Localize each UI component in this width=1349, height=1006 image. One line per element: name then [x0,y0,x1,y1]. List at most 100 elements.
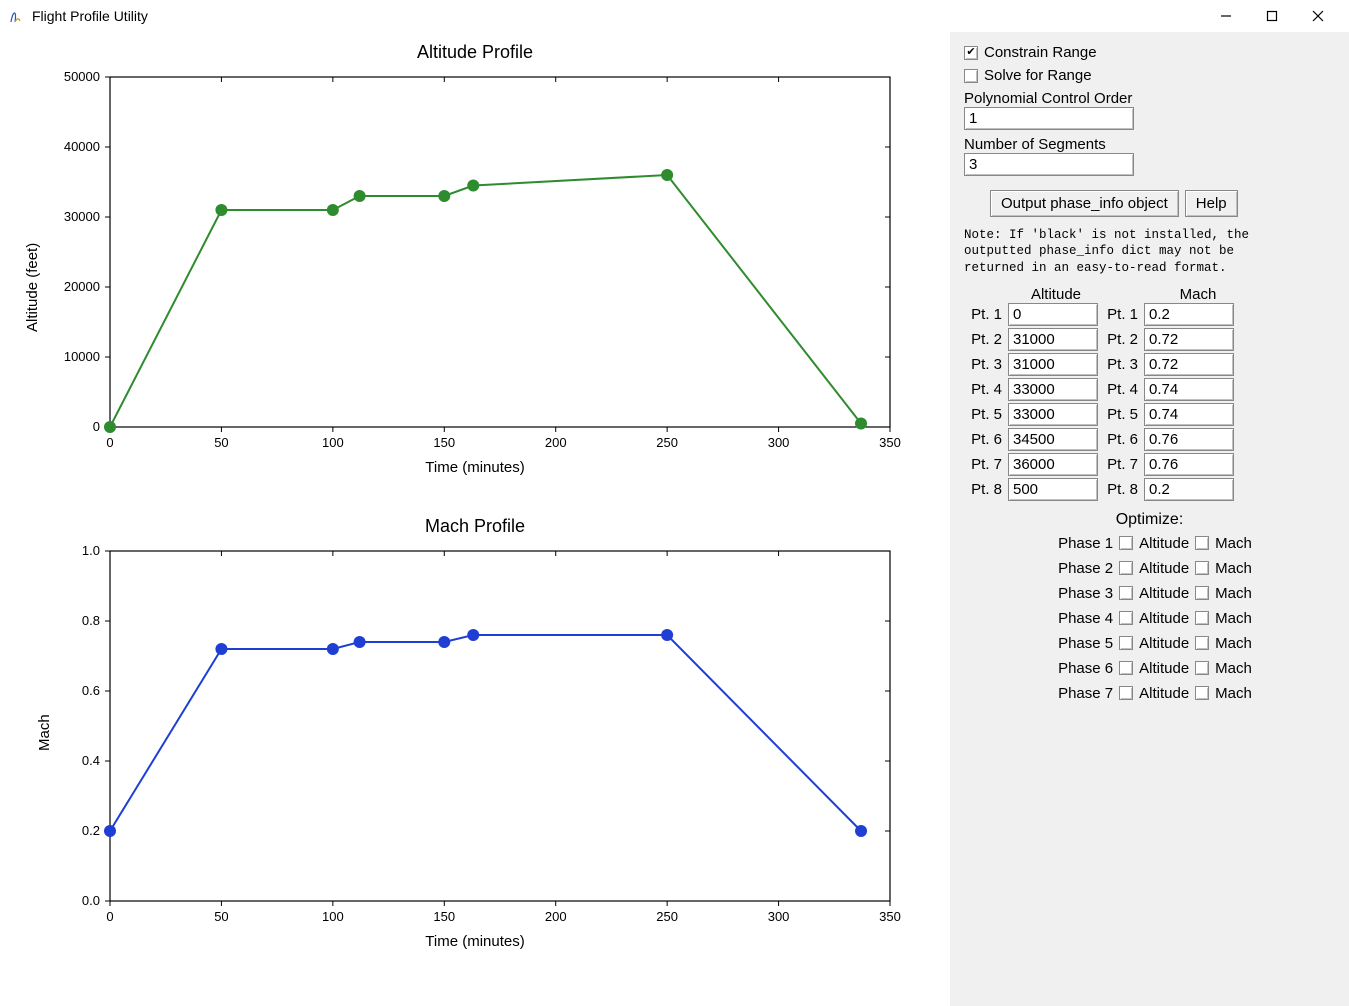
phase-mach-checkbox[interactable] [1195,561,1209,575]
svg-text:50000: 50000 [64,69,100,84]
svg-text:200: 200 [545,435,567,450]
phase-altitude-checkbox[interactable] [1119,536,1133,550]
point-label: Pt. 1 [1100,306,1142,323]
maximize-button[interactable] [1249,0,1295,32]
optimize-table: Phase 1AltitudeMachPhase 2AltitudeMachPh… [964,535,1335,702]
altitude-input[interactable]: 500 [1008,478,1098,501]
mach-input[interactable]: 0.74 [1144,378,1234,401]
phase-altitude-label: Altitude [1139,610,1189,627]
phase-altitude-checkbox[interactable] [1119,561,1133,575]
phase-mach-checkbox[interactable] [1195,686,1209,700]
num-segments-label: Number of Segments [964,136,1335,153]
table-row: Pt. 331000Pt. 30.72 [964,353,1335,376]
phase-label: Phase 3 [1047,585,1113,602]
svg-text:100: 100 [322,909,344,924]
altitude-column-header: Altitude [1006,286,1106,303]
svg-text:50: 50 [214,435,228,450]
svg-text:250: 250 [656,435,678,450]
phase-mach-label: Mach [1215,635,1252,652]
table-row: Pt. 433000Pt. 40.74 [964,378,1335,401]
point-label: Pt. 7 [964,456,1006,473]
phase-label: Phase 4 [1047,610,1113,627]
svg-text:350: 350 [879,435,901,450]
altitude-input[interactable]: 33000 [1008,378,1098,401]
plot-area: Altitude Profile Altitude (feet) 0501001… [0,32,950,1006]
point-label: Pt. 4 [964,381,1006,398]
mach-input[interactable]: 0.72 [1144,353,1234,376]
altitude-input[interactable]: 33000 [1008,403,1098,426]
altitude-input[interactable]: 0 [1008,303,1098,326]
svg-text:0: 0 [106,909,113,924]
phase-altitude-checkbox[interactable] [1119,586,1133,600]
phase-altitude-label: Altitude [1139,635,1189,652]
phase-row: Phase 7AltitudeMach [964,685,1335,702]
poly-order-input[interactable]: 1 [964,107,1134,130]
phase-row: Phase 6AltitudeMach [964,660,1335,677]
point-label: Pt. 8 [1100,481,1142,498]
altitude-input[interactable]: 31000 [1008,328,1098,351]
phase-altitude-checkbox[interactable] [1119,611,1133,625]
mach-input[interactable]: 0.72 [1144,328,1234,351]
phase-row: Phase 2AltitudeMach [964,560,1335,577]
app-icon [8,8,24,24]
svg-text:300: 300 [768,909,790,924]
table-row: Pt. 533000Pt. 50.74 [964,403,1335,426]
mach-input[interactable]: 0.76 [1144,428,1234,451]
phase-label: Phase 7 [1047,685,1113,702]
point-label: Pt. 6 [964,431,1006,448]
phase-altitude-checkbox[interactable] [1119,636,1133,650]
phase-mach-checkbox[interactable] [1195,536,1209,550]
altitude-input[interactable]: 36000 [1008,453,1098,476]
phase-mach-checkbox[interactable] [1195,661,1209,675]
close-button[interactable] [1295,0,1341,32]
phase-mach-label: Mach [1215,685,1252,702]
mach-input[interactable]: 0.2 [1144,478,1234,501]
altitude-plot[interactable]: Altitude Profile Altitude (feet) 0501001… [20,42,930,476]
phase-mach-label: Mach [1215,560,1252,577]
altitude-chart-title: Altitude Profile [20,42,930,63]
svg-text:0.2: 0.2 [82,823,100,838]
mach-input[interactable]: 0.76 [1144,453,1234,476]
point-label: Pt. 6 [1100,431,1142,448]
altitude-input[interactable]: 34500 [1008,428,1098,451]
note-text: Note: If 'black' is not installed, the o… [964,227,1335,276]
mach-ylabel: Mach [36,714,53,751]
altitude-chart-svg[interactable]: 0501001502002503003500100002000030000400… [20,67,920,457]
mach-chart-svg[interactable]: 0501001502002503003500.00.20.40.60.81.0 [20,541,920,931]
minimize-button[interactable] [1203,0,1249,32]
point-label: Pt. 5 [1100,406,1142,423]
phase-label: Phase 5 [1047,635,1113,652]
point-label: Pt. 1 [964,306,1006,323]
table-row: Pt. 8500Pt. 80.2 [964,478,1335,501]
constrain-range-checkbox[interactable]: ✔ [964,46,978,60]
point-label: Pt. 7 [1100,456,1142,473]
phase-mach-checkbox[interactable] [1195,586,1209,600]
phase-row: Phase 4 Altitude Mach [964,610,1335,627]
point-label: Pt. 8 [964,481,1006,498]
mach-input[interactable]: 0.2 [1144,303,1234,326]
phase-mach-checkbox[interactable] [1195,636,1209,650]
svg-text:150: 150 [433,435,455,450]
phase-label: Phase 6 [1047,660,1113,677]
phase-mach-label: Mach [1215,610,1252,627]
phase-mach-checkbox[interactable] [1195,611,1209,625]
window-title: Flight Profile Utility [32,8,148,24]
svg-text:300: 300 [768,435,790,450]
solve-for-range-checkbox[interactable] [964,69,978,83]
phase-mach-label: Mach [1215,535,1252,552]
svg-text:10000: 10000 [64,349,100,364]
altitude-input[interactable]: 31000 [1008,353,1098,376]
help-button[interactable]: Help [1185,190,1238,217]
mach-input[interactable]: 0.74 [1144,403,1234,426]
titlebar: Flight Profile Utility [0,0,1349,32]
svg-text:350: 350 [879,909,901,924]
output-phase-info-button[interactable]: Output phase_info object [990,190,1179,217]
phase-altitude-checkbox[interactable] [1119,661,1133,675]
phase-altitude-label: Altitude [1139,535,1189,552]
num-segments-input[interactable]: 3 [964,153,1134,176]
poly-order-label: Polynomial Control Order [964,90,1335,107]
svg-text:250: 250 [656,909,678,924]
svg-text:20000: 20000 [64,279,100,294]
phase-altitude-checkbox[interactable] [1119,686,1133,700]
mach-plot[interactable]: Mach Profile Mach 0501001502002503003500… [20,516,930,950]
